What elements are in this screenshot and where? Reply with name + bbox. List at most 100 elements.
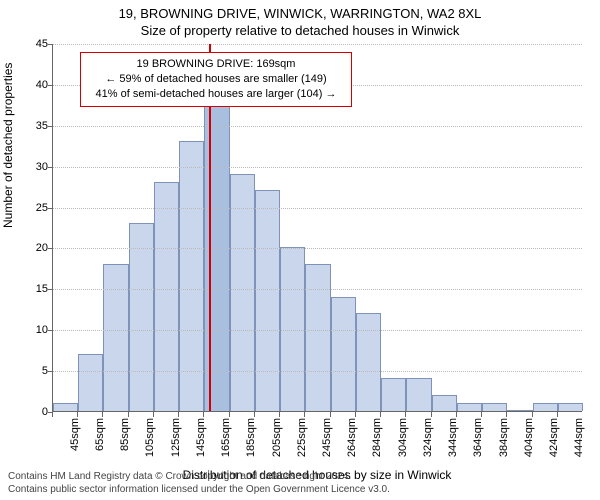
ytick-mark [48, 248, 53, 249]
xtick-mark [380, 412, 381, 417]
gridline [53, 289, 582, 290]
gridline [53, 44, 582, 45]
xtick-mark [304, 412, 305, 417]
xtick-mark [102, 412, 103, 417]
ytick-label: 40 [18, 79, 48, 91]
histogram-bar [356, 313, 381, 411]
xtick-mark [557, 412, 558, 417]
ytick-mark [48, 371, 53, 372]
ytick-label: 0 [18, 406, 48, 418]
xtick-label: 284sqm [371, 418, 383, 458]
histogram-bar [255, 190, 280, 411]
ytick-mark [48, 330, 53, 331]
footer-line-1: Contains HM Land Registry data © Crown c… [8, 470, 390, 483]
xtick-label: 85sqm [119, 418, 131, 458]
xtick-mark [405, 412, 406, 417]
histogram-bar [432, 395, 457, 411]
ytick-mark [48, 126, 53, 127]
xtick-mark [506, 412, 507, 417]
xtick-mark [153, 412, 154, 417]
xtick-label: 424sqm [548, 418, 560, 458]
chart-area: Number of detached properties Distributi… [52, 44, 582, 412]
ytick-mark [48, 289, 53, 290]
xtick-label: 444sqm [573, 418, 585, 458]
xtick-label: 364sqm [472, 418, 484, 458]
chart-container: 19, BROWNING DRIVE, WINWICK, WARRINGTON,… [0, 0, 600, 500]
ytick-label: 30 [18, 161, 48, 173]
histogram-bar [482, 403, 507, 411]
xtick-mark [279, 412, 280, 417]
gridline [53, 330, 582, 331]
xtick-mark [254, 412, 255, 417]
gridline [53, 248, 582, 249]
histogram-bar [129, 223, 154, 411]
xtick-mark [431, 412, 432, 417]
histogram-bar [103, 264, 128, 411]
footer-line-2: Contains public sector information licen… [8, 483, 390, 496]
ytick-label: 25 [18, 202, 48, 214]
gridline [53, 167, 582, 168]
xtick-label: 125sqm [170, 418, 182, 458]
histogram-bar [78, 354, 103, 411]
xtick-label: 165sqm [220, 418, 232, 458]
xtick-label: 344sqm [447, 418, 459, 458]
ytick-label: 20 [18, 242, 48, 254]
histogram-bar [305, 264, 330, 411]
annotation-line-1: 19 BROWNING DRIVE: 169sqm [87, 57, 345, 72]
xtick-label: 264sqm [346, 418, 358, 458]
gridline [53, 126, 582, 127]
ytick-mark [48, 208, 53, 209]
xtick-mark [456, 412, 457, 417]
histogram-bar [507, 410, 532, 411]
xtick-mark [330, 412, 331, 417]
xtick-label: 65sqm [94, 418, 106, 458]
xtick-mark [355, 412, 356, 417]
xtick-label: 205sqm [271, 418, 283, 458]
xtick-label: 304sqm [397, 418, 409, 458]
histogram-bar [280, 247, 305, 411]
xtick-mark [532, 412, 533, 417]
footer-attribution: Contains HM Land Registry data © Crown c… [8, 470, 390, 496]
xtick-label: 245sqm [321, 418, 333, 458]
histogram-bar [558, 403, 583, 411]
histogram-bar [230, 174, 255, 411]
xtick-label: 225sqm [296, 418, 308, 458]
title-subtitle: Size of property relative to detached ho… [0, 21, 600, 38]
annotation-line-3: 41% of semi-detached houses are larger (… [87, 87, 345, 102]
ytick-label: 5 [18, 365, 48, 377]
histogram-bar [381, 378, 406, 411]
xtick-mark [128, 412, 129, 417]
xtick-mark [229, 412, 230, 417]
title-address: 19, BROWNING DRIVE, WINWICK, WARRINGTON,… [0, 0, 600, 21]
xtick-label: 145sqm [195, 418, 207, 458]
xtick-label: 324sqm [422, 418, 434, 458]
ytick-label: 35 [18, 120, 48, 132]
ytick-mark [48, 85, 53, 86]
histogram-bar [154, 182, 179, 411]
xtick-label: 45sqm [69, 418, 81, 458]
ytick-label: 45 [18, 38, 48, 50]
histogram-bar [331, 297, 356, 411]
ytick-mark [48, 167, 53, 168]
histogram-bar [533, 403, 558, 411]
histogram-bar [53, 403, 78, 411]
annotation-box-content: 19 BROWNING DRIVE: 169sqm← 59% of detach… [80, 52, 352, 107]
gridline [53, 208, 582, 209]
y-axis-label: Number of detached properties [1, 63, 15, 228]
xtick-mark [203, 412, 204, 417]
xtick-label: 105sqm [144, 418, 156, 458]
xtick-mark [52, 412, 53, 417]
gridline [53, 371, 582, 372]
xtick-mark [77, 412, 78, 417]
histogram-bar [204, 92, 229, 411]
histogram-bar [406, 378, 431, 411]
ytick-mark [48, 44, 53, 45]
histogram-bar [457, 403, 482, 411]
xtick-label: 404sqm [523, 418, 535, 458]
ytick-label: 10 [18, 324, 48, 336]
xtick-label: 185sqm [245, 418, 257, 458]
annotation-line-2: ← 59% of detached houses are smaller (14… [87, 72, 345, 87]
ytick-label: 15 [18, 283, 48, 295]
xtick-mark [178, 412, 179, 417]
xtick-mark [481, 412, 482, 417]
